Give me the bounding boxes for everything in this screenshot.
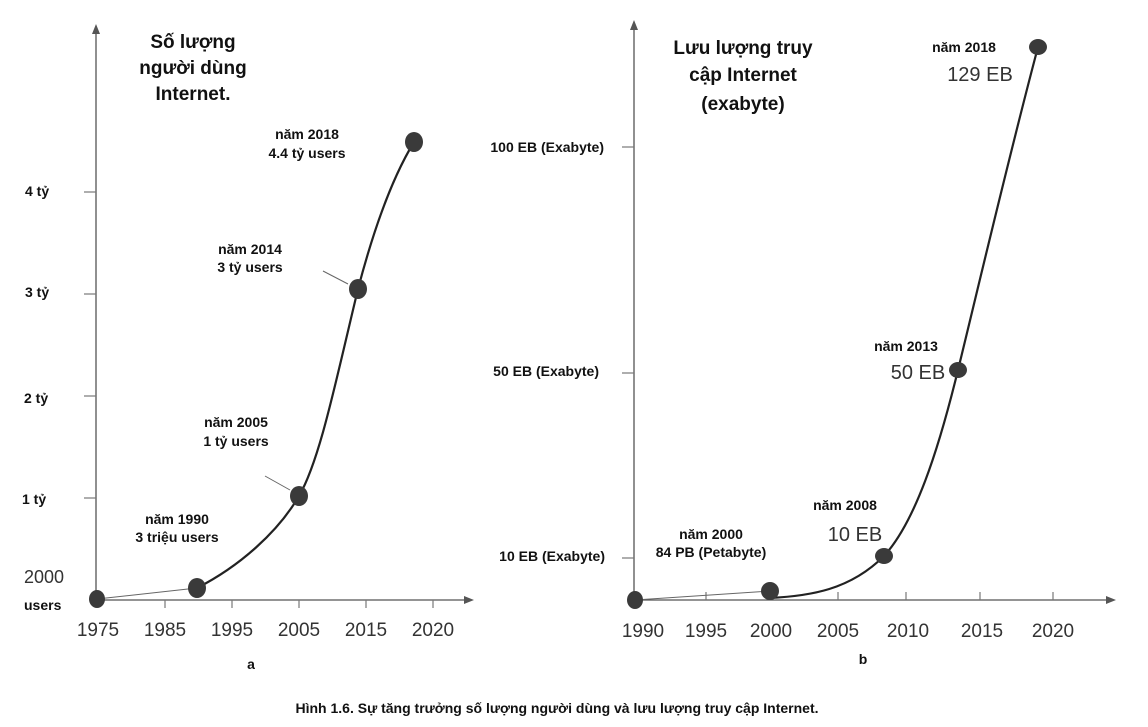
chart-a-annotation-year: năm 1990	[145, 511, 209, 527]
chart-b-y-tick-label: 50 EB (Exabyte)	[493, 363, 599, 379]
chart-a-origin-value: 2000	[24, 567, 64, 587]
chart-a-annotation-year: năm 2018	[275, 126, 339, 142]
chart-b-data-point	[1029, 39, 1047, 55]
chart-a-annotation-value: 3 tỷ users	[217, 259, 283, 275]
chart-a-leader-line	[322, 270, 349, 285]
chart-a-title-line: Số lượng	[150, 32, 235, 53]
chart-a-annotation-year: năm 2005	[204, 414, 268, 430]
chart-b-title-line: Lưu lượng truy	[673, 38, 813, 59]
chart-a-annotation-value: 4.4 tỷ users	[268, 145, 345, 161]
chart-b-traffic: 10 EB (Exabyte) 50 EB (Exabyte) 100 EB (…	[490, 20, 1116, 667]
chart-a-x-tick-label: 2020	[412, 620, 454, 641]
chart-a-series-line-start	[96, 587, 198, 600]
chart-a-x-tick-label: 1995	[211, 620, 253, 641]
figure-caption: Hình 1.6. Sự tăng trưởng số lượng người …	[296, 700, 819, 716]
chart-a-x-axis-arrow	[464, 596, 474, 604]
chart-a-data-point	[188, 578, 206, 598]
chart-a-data-point	[349, 279, 367, 299]
chart-b-y-tick-label: 100 EB (Exabyte)	[490, 139, 604, 155]
chart-a-title-line: người dùng	[139, 58, 246, 79]
chart-b-x-tick-label: 2010	[887, 621, 929, 642]
chart-b-series-line	[769, 46, 1040, 600]
chart-a-annotation-value: 1 tỷ users	[203, 433, 269, 449]
chart-b-data-point	[875, 548, 893, 564]
chart-b-x-tick-label: 1990	[622, 621, 664, 642]
chart-b-x-tick-label: 2015	[961, 621, 1003, 642]
chart-b-series-line-start	[634, 590, 771, 601]
chart-a-data-point	[89, 590, 105, 608]
chart-a-user-count: 1 tỷ 2 tỷ 3 tỷ 4 tỷ 1975 1985 1995 2005 …	[22, 24, 474, 672]
chart-b-data-point	[949, 362, 967, 378]
chart-a-leader-line	[264, 475, 291, 491]
chart-b-panel-label: b	[859, 651, 868, 667]
chart-b-x-tick-label: 2020	[1032, 621, 1074, 642]
chart-a-y-tick-label: 4 tỷ	[25, 183, 49, 199]
chart-a-y-tick-label: 1 tỷ	[22, 491, 46, 507]
chart-b-y-tick-label: 10 EB (Exabyte)	[499, 548, 605, 564]
chart-b-annotation-year: năm 2008	[813, 497, 877, 513]
chart-b-x-tick-label: 2005	[817, 621, 859, 642]
chart-a-annotation-year: năm 2014	[218, 241, 282, 257]
chart-a-data-point	[290, 486, 308, 506]
chart-a-x-tick-label: 2005	[278, 620, 320, 641]
chart-a-y-tick-label: 2 tỷ	[24, 390, 48, 406]
chart-a-series-line	[196, 141, 415, 589]
chart-a-x-tick-label: 1985	[144, 620, 186, 641]
chart-a-title-line: Internet.	[156, 84, 231, 105]
chart-a-y-tick-label: 3 tỷ	[25, 284, 49, 300]
chart-b-title-line: cập Internet	[689, 65, 797, 86]
chart-a-annotation-value: 3 triệu users	[135, 529, 218, 545]
chart-b-x-axis-arrow	[1106, 596, 1116, 604]
chart-a-panel-label: a	[247, 656, 255, 672]
chart-b-annotation-value: 129 EB	[947, 64, 1013, 86]
chart-b-annotation-value: 10 EB	[828, 524, 882, 546]
chart-a-origin-unit: users	[24, 597, 62, 613]
chart-b-x-tick-label: 1995	[685, 621, 727, 642]
chart-b-annotation-value: 84 PB (Petabyte)	[656, 544, 766, 560]
chart-b-annotation-value: 50 EB	[891, 362, 945, 384]
chart-b-x-tick-label: 2000	[750, 621, 792, 642]
chart-b-annotation-year: năm 2013	[874, 338, 938, 354]
chart-a-x-tick-label: 2015	[345, 620, 387, 641]
chart-a-y-axis-arrow	[92, 24, 100, 34]
chart-a-data-point	[405, 132, 423, 152]
chart-b-data-point	[761, 582, 779, 600]
chart-a-x-tick-label: 1975	[77, 620, 119, 641]
chart-b-y-axis-arrow	[630, 20, 638, 30]
chart-b-title-line: (exabyte)	[701, 94, 784, 115]
chart-b-data-point	[627, 591, 643, 609]
chart-b-annotation-year: năm 2018	[932, 39, 996, 55]
chart-b-annotation-year: năm 2000	[679, 526, 743, 542]
